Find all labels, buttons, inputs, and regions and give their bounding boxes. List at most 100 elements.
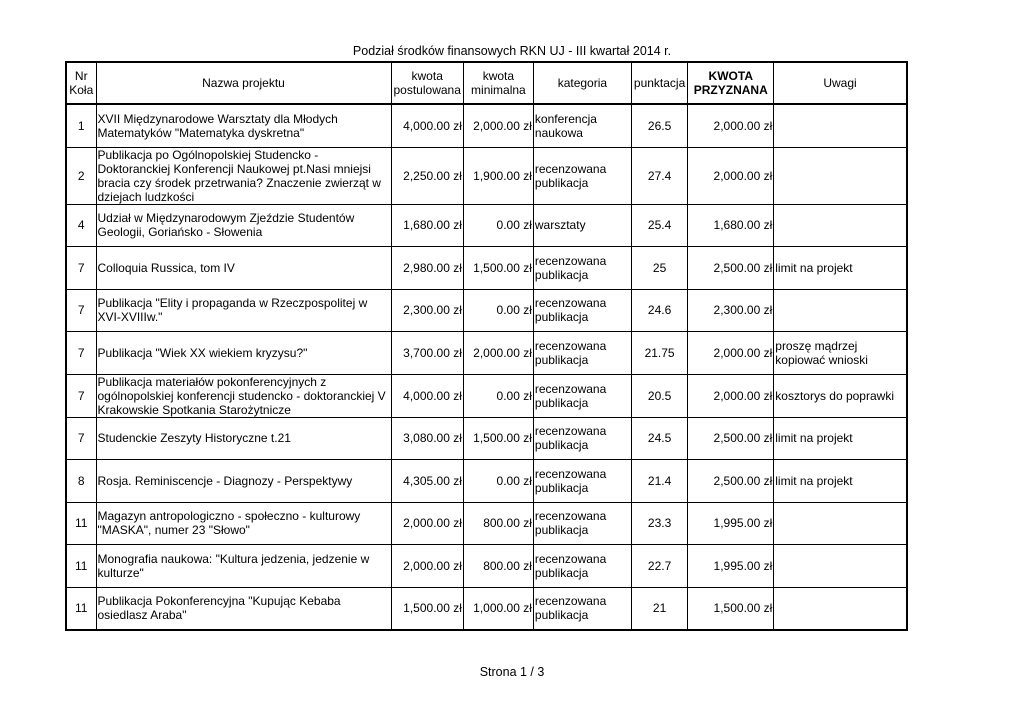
cell-uwagi: kosztorys do poprawki [773,373,908,418]
header-postulowana: kwota postulowana [390,61,464,105]
cell-nazwa: Publikacja materiałów pokonferencyjnych … [95,373,392,418]
cell-nr: 7 [65,331,97,375]
cell-przyznana: 1,995.00 zł [687,501,775,545]
cell-punktacja: 22.7 [630,544,689,588]
cell-postulowana: 2,000.00 zł [390,544,464,588]
cell-przyznana: 2,500.00 zł [687,459,775,503]
cell-nr: 4 [65,203,97,247]
header-kategoria: kategoria [532,61,632,105]
table-row: 8 Rosja. Reminiscencje - Diagnozy - Persp… [65,459,908,503]
table-row: 7 Publikacja "Elity i propaganda w Rzeczp… [65,288,908,332]
cell-postulowana: 2,980.00 zł [390,246,464,290]
cell-przyznana: 2,000.00 zł [687,373,775,418]
cell-przyznana: 2,000.00 zł [687,146,775,205]
cell-punktacja: 21.4 [630,459,689,503]
cell-przyznana: 1,680.00 zł [687,203,775,247]
cell-minimalna: 800.00 zł [462,501,534,545]
table-row: 7 Colloquia Russica, tom IV 2,980.00 zł 1,5… [65,246,908,290]
table-row: 11 Publikacja Pokonferencyjna "Kupując Ke… [65,586,908,631]
cell-przyznana: 1,500.00 zł [687,586,775,631]
cell-nazwa: Monografia naukowa: "Kultura jedzenia, j… [95,544,392,588]
cell-kategoria: recenzowana publikacja [532,586,632,631]
cell-nazwa: Rosja. Reminiscencje - Diagnozy - Perspe… [95,459,392,503]
cell-punktacja: 25 [630,246,689,290]
cell-minimalna: 800.00 zł [462,544,534,588]
cell-postulowana: 4,000.00 zł [390,103,464,148]
table-row: 1 XVII Międzynarodowe Warsztaty dla Młody… [65,103,908,148]
cell-punktacja: 21 [630,586,689,631]
cell-kategoria: warsztaty [532,203,632,247]
cell-przyznana: 2,500.00 zł [687,246,775,290]
header-minimalna: kwota minimalna [462,61,534,105]
cell-uwagi [773,288,908,332]
cell-nazwa: Studenckie Zeszyty Historyczne t.21 [95,416,392,460]
cell-nazwa: Publikacja "Elity i propaganda w Rzeczpo… [95,288,392,332]
cell-postulowana: 1,680.00 zł [390,203,464,247]
cell-punktacja: 26.5 [630,103,689,148]
cell-kategoria: recenzowana publikacja [532,246,632,290]
cell-nazwa: Udział w Międzynarodowym Zjeździe Studen… [95,203,392,247]
table-row: 4 Udział w Międzynarodowym Zjeździe Stude… [65,203,908,247]
cell-minimalna: 1,500.00 zł [462,416,534,460]
cell-punktacja: 24.6 [630,288,689,332]
cell-nazwa: Magazyn antropologiczno - społeczno - ku… [95,501,392,545]
cell-uwagi: proszę mądrzej kopiować wnioski [773,331,908,375]
cell-nazwa: Publikacja "Wiek XX wiekiem kryzysu?" [95,331,392,375]
cell-przyznana: 2,500.00 zł [687,416,775,460]
cell-nr: 8 [65,459,97,503]
cell-kategoria: recenzowana publikacja [532,288,632,332]
cell-punktacja: 25.4 [630,203,689,247]
cell-postulowana: 3,700.00 zł [390,331,464,375]
table-row: 11 Monografia naukowa: "Kultura jedzenia,… [65,544,908,588]
cell-uwagi [773,203,908,247]
cell-kategoria: recenzowana publikacja [532,146,632,205]
cell-uwagi [773,544,908,588]
cell-uwagi: limit na projekt [773,459,908,503]
cell-nr: 11 [65,586,97,631]
cell-minimalna: 0.00 zł [462,459,534,503]
cell-minimalna: 1,500.00 zł [462,246,534,290]
cell-kategoria: recenzowana publikacja [532,331,632,375]
cell-minimalna: 0.00 zł [462,203,534,247]
table-row: 7 Studenckie Zeszyty Historyczne t.21 3,08… [65,416,908,460]
cell-minimalna: 2,000.00 zł [462,103,534,148]
cell-postulowana: 1,500.00 zł [390,586,464,631]
cell-nazwa: Publikacja Pokonferencyjna "Kupując Keba… [95,586,392,631]
table-row: 7 Publikacja materiałów pokonferencyjnych… [65,373,908,418]
cell-uwagi [773,103,908,148]
cell-nr: 7 [65,288,97,332]
cell-punktacja: 23.3 [630,501,689,545]
cell-minimalna: 2,000.00 zł [462,331,534,375]
cell-punktacja: 21.75 [630,331,689,375]
cell-punktacja: 24.5 [630,416,689,460]
header-przyznana: KWOTA PRZYZNANA [687,61,775,105]
cell-nazwa: Colloquia Russica, tom IV [95,246,392,290]
cell-postulowana: 2,300.00 zł [390,288,464,332]
cell-nazwa: Publikacja po Ogólnopolskiej Studencko -… [95,146,392,205]
cell-postulowana: 3,080.00 zł [390,416,464,460]
table-row: 7 Publikacja "Wiek XX wiekiem kryzysu?" 3,… [65,331,908,375]
header-uwagi: Uwagi [773,61,908,105]
header-nr: Nr Koła [65,61,97,105]
cell-minimalna: 0.00 zł [462,373,534,418]
document-title: Podział środków finansowych RKN UJ - III… [352,44,672,58]
table-row: 2 Publikacja po Ogólnopolskiej Studencko … [65,146,908,205]
cell-nazwa: XVII Międzynarodowe Warsztaty dla Młodyc… [95,103,392,148]
cell-nr: 2 [65,146,97,205]
cell-uwagi: limit na projekt [773,416,908,460]
cell-postulowana: 4,305.00 zł [390,459,464,503]
cell-kategoria: recenzowana publikacja [532,501,632,545]
cell-kategoria: recenzowana publikacja [532,416,632,460]
cell-uwagi [773,501,908,545]
cell-kategoria: recenzowana publikacja [532,459,632,503]
cell-postulowana: 2,250.00 zł [390,146,464,205]
header-punktacja: punktacja [630,61,689,105]
cell-minimalna: 0.00 zł [462,288,534,332]
cell-minimalna: 1,900.00 zł [462,146,534,205]
cell-nr: 11 [65,501,97,545]
cell-nr: 7 [65,416,97,460]
page-number: Strona 1 / 3 [479,665,545,679]
cell-nr: 7 [65,373,97,418]
cell-punktacja: 27.4 [630,146,689,205]
cell-uwagi [773,146,908,205]
